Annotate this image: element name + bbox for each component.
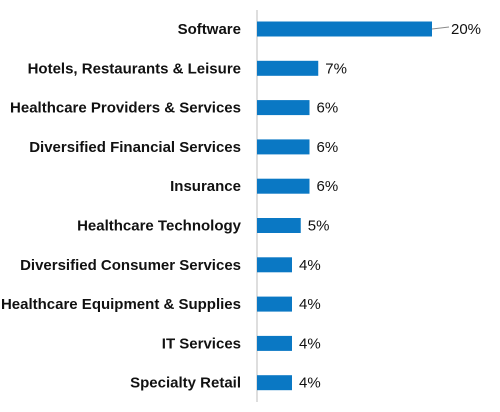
value-label: 20% [451,21,481,38]
category-label: Healthcare Equipment & Supplies [1,296,241,313]
category-label: Diversified Financial Services [29,139,241,156]
bar [257,257,292,273]
bar [257,375,292,391]
bar [257,60,319,76]
value-label: 5% [308,218,330,235]
category-label: Healthcare Technology [77,218,242,235]
value-label: 4% [299,296,321,313]
category-label: Hotels, Restaurants & Leisure [28,60,241,77]
bar [257,218,301,233]
bar [257,100,310,116]
category-label: Insurance [170,178,241,195]
value-label: 4% [299,335,321,352]
value-label: 6% [317,100,339,117]
value-label: 4% [299,375,321,392]
value-label: 6% [317,139,339,156]
value-label: 7% [325,60,347,77]
category-labels-group: Software Hotels, Restaurants & Leisure Hea… [1,21,242,392]
bar [257,335,292,351]
bar [257,296,292,312]
category-label: Diversified Consumer Services [20,257,241,274]
value-labels-group: 20% 7% 6% 6% 6% 5% 4% 4% 4% 4% [299,21,481,392]
category-label: IT Services [162,335,241,352]
category-label: Software [178,21,241,38]
bar [257,21,432,37]
bars-group [257,21,432,391]
bar [257,178,310,194]
value-label: 6% [317,178,339,195]
category-label: Healthcare Providers & Services [10,100,241,117]
value-label: 4% [299,257,321,274]
value-leader-line [431,26,450,30]
bar [257,139,310,155]
category-label: Specialty Retail [130,375,241,392]
